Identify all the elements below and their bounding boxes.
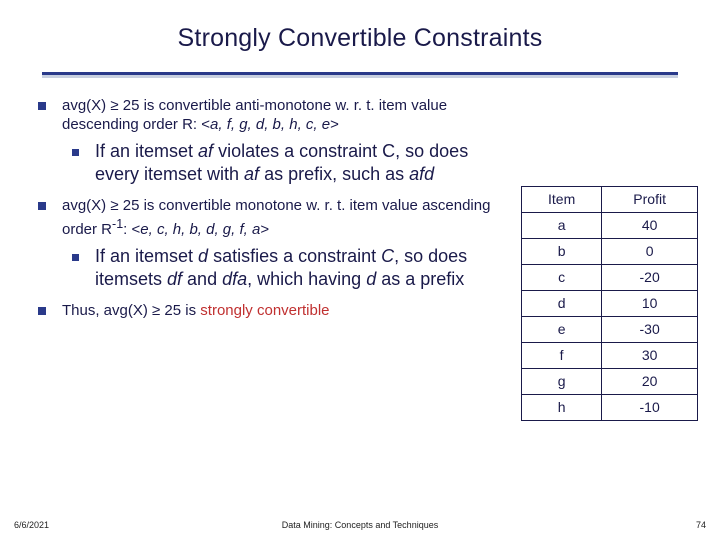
bullet-2a-text: If an itemset d satisfies a constraint C… [95, 245, 508, 291]
bullet-3-text: Thus, avg(X) ≥ 25 is strongly convertibl… [62, 301, 508, 320]
b1a-t3: as prefix, such as [259, 164, 409, 184]
b1a-t1: If an itemset [95, 141, 198, 161]
th-item: Item [522, 187, 602, 213]
b2a-i1: d [198, 246, 208, 266]
b2a-t1: If an itemset [95, 246, 198, 266]
bullet-2-text: avg(X) ≥ 25 is convertible monotone w. r… [62, 196, 508, 238]
bullet-1a-text: If an itemset af violates a constraint C… [95, 140, 508, 186]
title-underline [42, 72, 678, 75]
b3-strong: strongly convertible [200, 302, 329, 319]
square-bullet-icon [72, 254, 79, 261]
cell-profit: 40 [602, 213, 698, 239]
b3-pre: Thus, avg(X) ≥ 25 is [62, 302, 200, 319]
b2a-t4: and [182, 269, 222, 289]
b1-italic: a, f, g, d, b, h, c, e [210, 116, 330, 133]
table-row: a40 [522, 213, 698, 239]
square-bullet-icon [72, 149, 79, 156]
footer-date: 6/6/2021 [14, 520, 49, 530]
b2a-t5: , which having [247, 269, 366, 289]
table-row: f30 [522, 343, 698, 369]
bullet-2a: If an itemset d satisfies a constraint C… [72, 245, 508, 291]
cell-profit: 10 [602, 291, 698, 317]
cell-profit: 20 [602, 369, 698, 395]
cell-profit: 30 [602, 343, 698, 369]
b2a-t6: as a prefix [376, 269, 464, 289]
b2-post: > [260, 221, 269, 238]
cell-item: a [522, 213, 602, 239]
table-header-row: Item Profit [522, 187, 698, 213]
b2-sup: -1 [112, 217, 123, 231]
cell-item: c [522, 265, 602, 291]
b1a-i1: af [198, 141, 213, 161]
cell-profit: 0 [602, 239, 698, 265]
cell-item: h [522, 395, 602, 421]
cell-profit: -30 [602, 317, 698, 343]
b1a-i2: af [244, 164, 259, 184]
profit-table-element: Item Profit a40 b0 c-20 d10 e-30 f30 g20… [521, 186, 698, 421]
b2a-i4: dfa [222, 269, 247, 289]
table-row: c-20 [522, 265, 698, 291]
square-bullet-icon [38, 307, 46, 315]
footer-title: Data Mining: Concepts and Techniques [282, 520, 438, 530]
b2a-i5: d [366, 269, 376, 289]
table-row: d10 [522, 291, 698, 317]
square-bullet-icon [38, 102, 46, 110]
slide-body: avg(X) ≥ 25 is convertible anti-monotone… [38, 96, 508, 326]
b2a-i2: C [381, 246, 394, 266]
cell-profit: -10 [602, 395, 698, 421]
square-bullet-icon [38, 202, 46, 210]
cell-item: d [522, 291, 602, 317]
slide-title: Strongly Convertible Constraints [0, 0, 720, 53]
bullet-3: Thus, avg(X) ≥ 25 is strongly convertibl… [38, 301, 508, 320]
bullet-1a: If an itemset af violates a constraint C… [72, 140, 508, 186]
b2a-t2: satisfies a constraint [208, 246, 381, 266]
footer-page-number: 74 [696, 520, 706, 530]
bullet-1-text: avg(X) ≥ 25 is convertible anti-monotone… [62, 96, 508, 134]
table-row: g20 [522, 369, 698, 395]
table-row: h-10 [522, 395, 698, 421]
b1a-i3: afd [409, 164, 434, 184]
b2-italic: e, c, h, b, d, g, f, a [140, 221, 260, 238]
table-row: e-30 [522, 317, 698, 343]
cell-item: b [522, 239, 602, 265]
b1-post: > [330, 116, 339, 133]
th-profit: Profit [602, 187, 698, 213]
cell-item: e [522, 317, 602, 343]
cell-item: g [522, 369, 602, 395]
bullet-1: avg(X) ≥ 25 is convertible anti-monotone… [38, 96, 508, 134]
bullet-2: avg(X) ≥ 25 is convertible monotone w. r… [38, 196, 508, 238]
b2a-i3: df [167, 269, 182, 289]
table-row: b0 [522, 239, 698, 265]
cell-item: f [522, 343, 602, 369]
cell-profit: -20 [602, 265, 698, 291]
b2-mid: : < [123, 221, 140, 238]
profit-table: Item Profit a40 b0 c-20 d10 e-30 f30 g20… [521, 186, 698, 421]
